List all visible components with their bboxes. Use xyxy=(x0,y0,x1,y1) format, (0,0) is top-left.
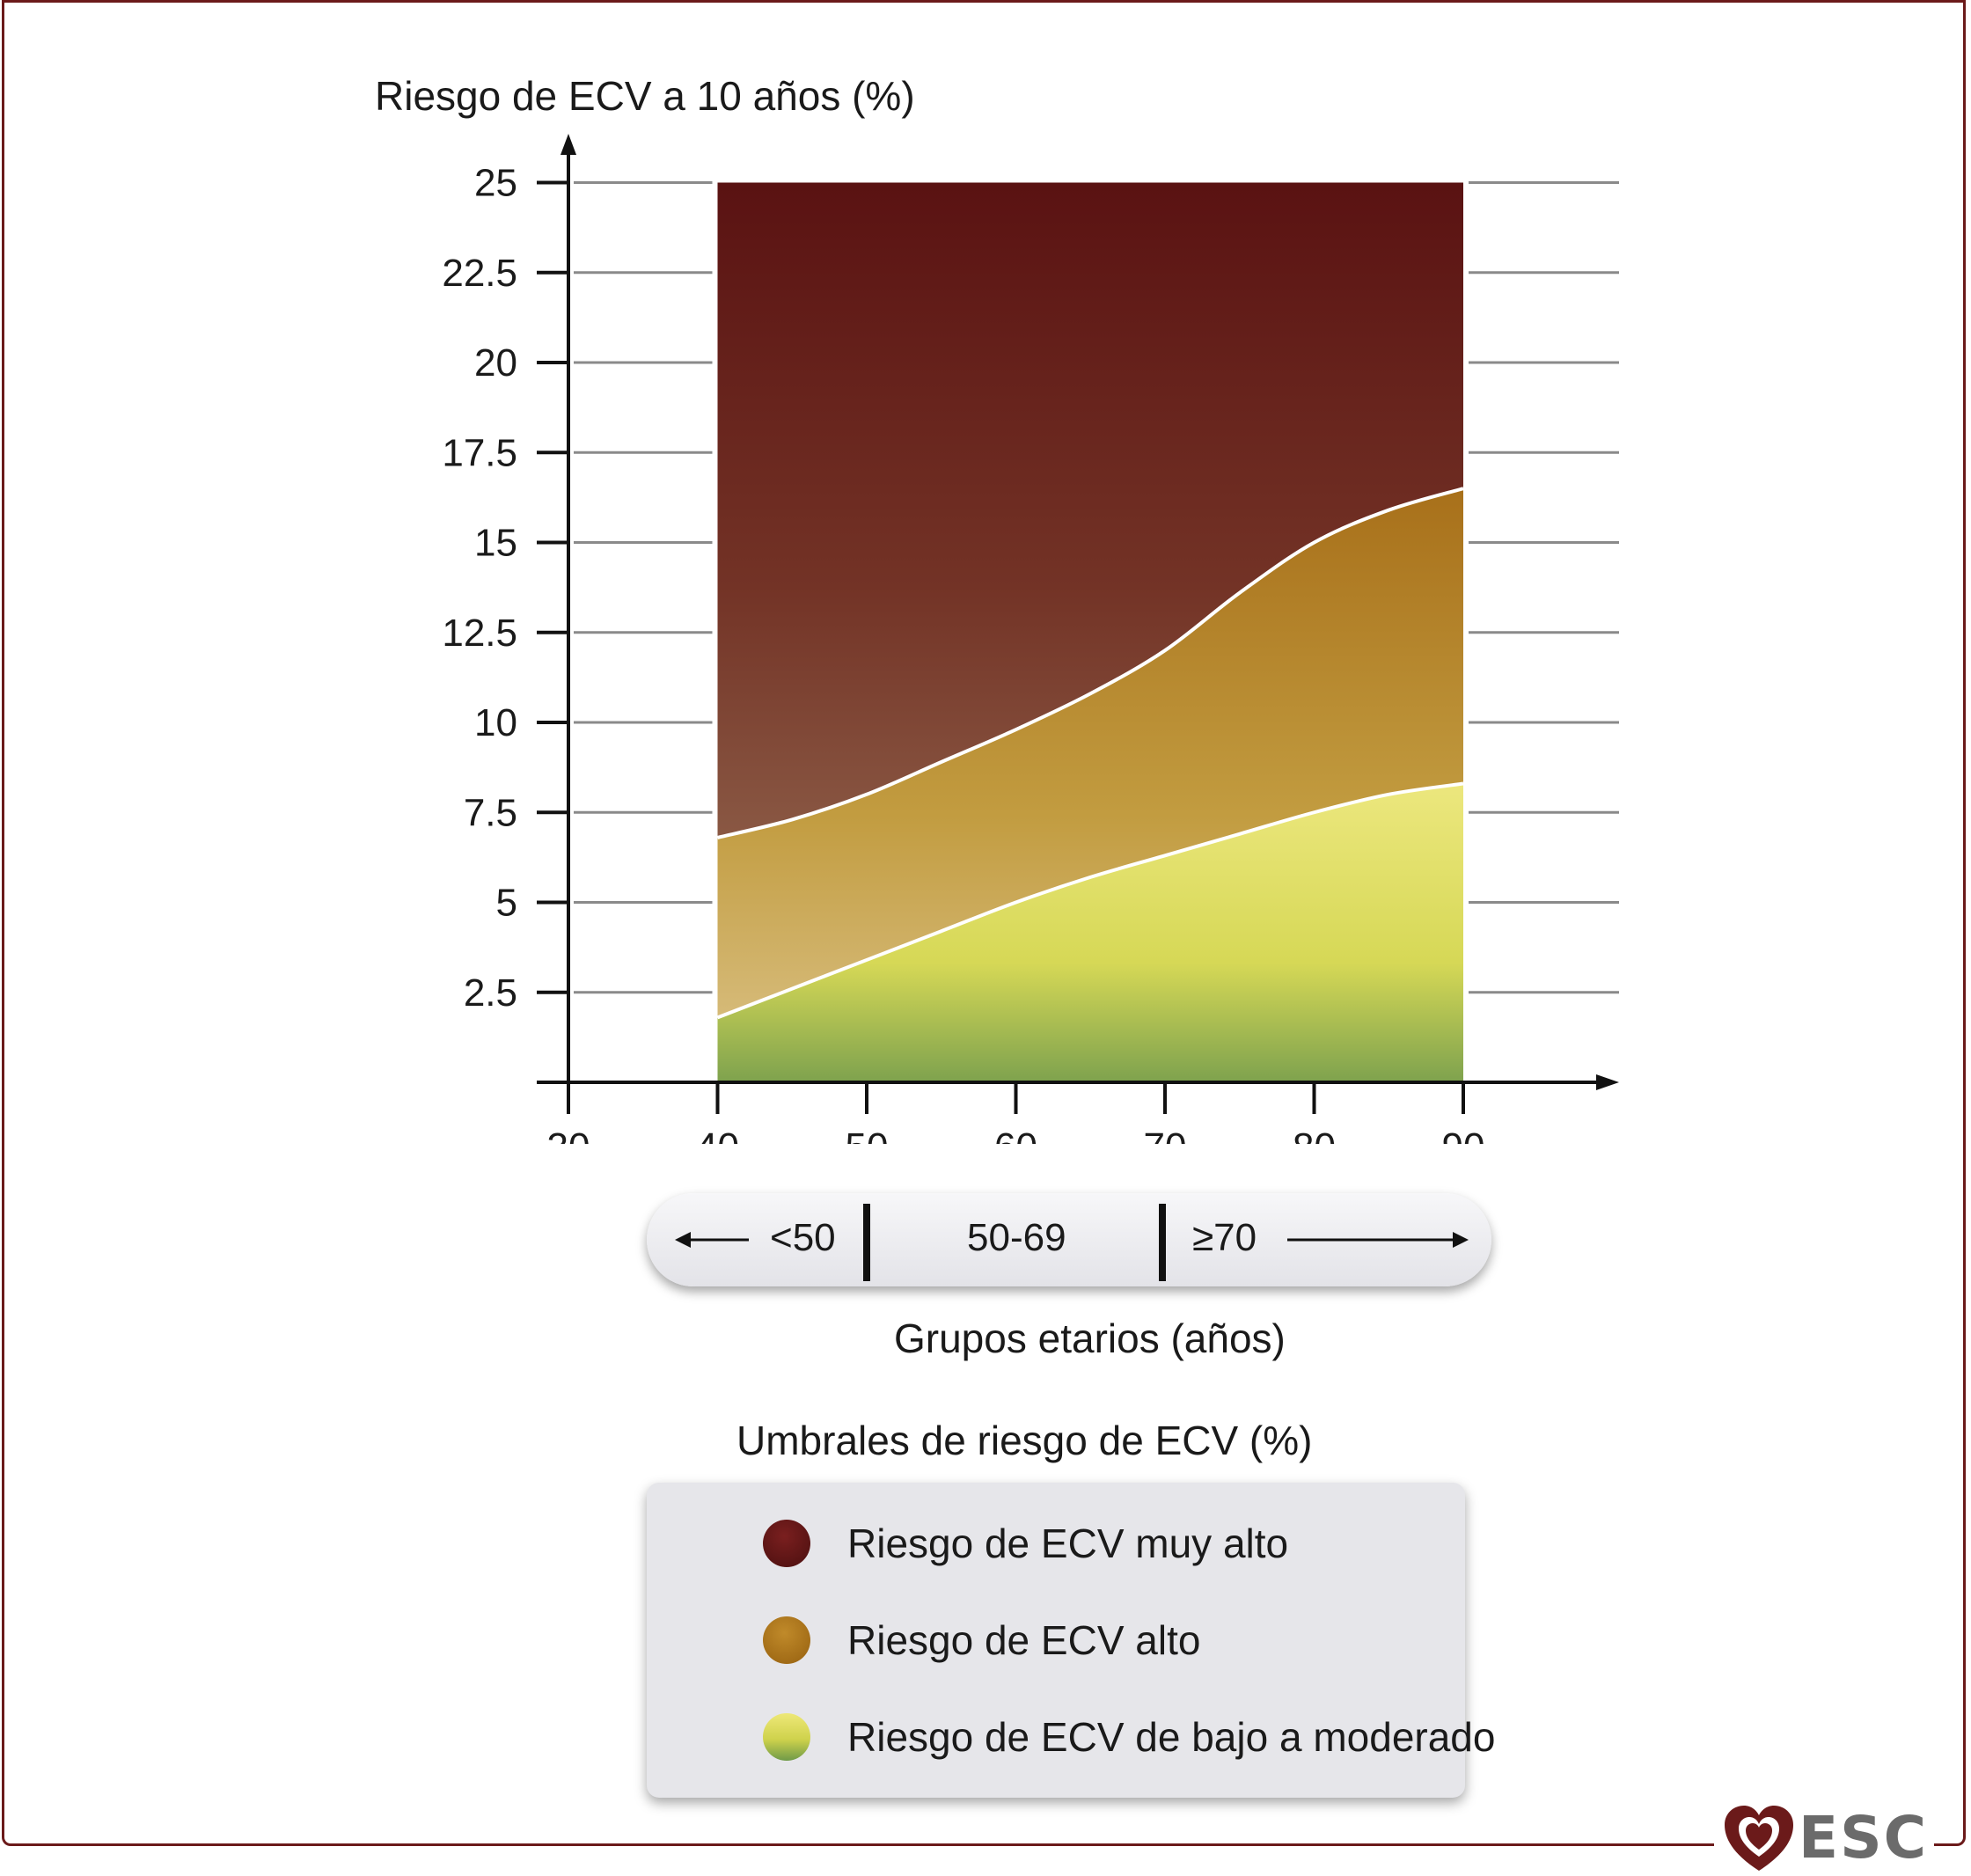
legend-label: Riesgo de ECV muy alto xyxy=(847,1521,1289,1566)
x-tick-label: 30 xyxy=(547,1125,590,1144)
y-axis-arrow-icon xyxy=(561,134,576,155)
legend-item-low-moderate: Riesgo de ECV de bajo a moderado xyxy=(763,1710,1520,1762)
y-tick-label: 7.5 xyxy=(464,791,517,834)
x-tick-label: 40 xyxy=(696,1125,739,1144)
grid-lines xyxy=(574,181,1619,994)
y-tick-label: 5 xyxy=(496,882,517,925)
x-tick-label: 50 xyxy=(846,1125,889,1144)
legend-label: Riesgo de ECV de bajo a moderado xyxy=(847,1714,1496,1760)
legend-title: Umbrales de riesgo de ECV (%) xyxy=(736,1418,1313,1463)
threshold-line-high xyxy=(717,487,1464,839)
age-group-50-69: 50-69 xyxy=(967,1216,1066,1259)
x-tick-label: 80 xyxy=(1293,1125,1336,1144)
legend-item-high: Riesgo de ECV alto xyxy=(763,1613,1520,1666)
age-group-70-plus: ≥70 xyxy=(1192,1216,1257,1259)
y-tick-label: 10 xyxy=(474,701,517,744)
age-group-under-50: <50 xyxy=(770,1216,836,1259)
y-tick-label: 2.5 xyxy=(464,971,517,1015)
age-group-separator xyxy=(863,1204,870,1281)
legend-item-very-high: Riesgo de ECV muy alto xyxy=(763,1516,1520,1569)
arrow-left-icon xyxy=(675,1232,749,1248)
legend-label: Riesgo de ECV alto xyxy=(847,1617,1201,1663)
x-axis-arrow-icon xyxy=(1596,1074,1619,1090)
y-tick-label: 25 xyxy=(474,162,517,205)
axes: 2.5 5 7.5 10 12.5 15 17.5 20 22.5 25 30 40 50 60 70 80 9… xyxy=(442,134,1619,1144)
x-tick-label: 70 xyxy=(1144,1125,1187,1144)
threshold-line-low xyxy=(716,781,1464,1020)
legend: Riesgo de ECV muy alto Riesgo de ECV alt… xyxy=(647,1483,1495,1798)
x-tick-label: 90 xyxy=(1442,1125,1485,1144)
age-groups-bar: <50 50-69 ≥70 xyxy=(647,1193,1491,1286)
arrow-right-icon xyxy=(1287,1232,1469,1248)
x-tick-label: 60 xyxy=(994,1125,1037,1144)
area-low-moderate xyxy=(717,783,1463,1082)
legend-swatch xyxy=(763,1713,810,1761)
age-group-separator xyxy=(1159,1204,1166,1281)
y-axis-title: Riesgo de ECV a 10 años (%) xyxy=(375,73,915,119)
risk-areas xyxy=(716,182,1464,1082)
x-axis-title: Grupos etarios (años) xyxy=(894,1315,1286,1361)
y-tick-label: 22.5 xyxy=(442,252,517,295)
y-tick-label: 20 xyxy=(474,341,517,385)
y-tick-label: 17.5 xyxy=(442,431,517,474)
logo-text: ESC xyxy=(1799,1804,1929,1872)
esc-logo: ESC xyxy=(1714,1800,1934,1876)
legend-swatch xyxy=(763,1616,810,1664)
heart-icon xyxy=(1725,1806,1793,1871)
frame-top-border xyxy=(2,0,1966,3)
risk-area-chart: 2.5 5 7.5 10 12.5 15 17.5 20 22.5 25 30 40 50 60 70 80 9… xyxy=(442,134,1619,1144)
y-tick-label: 12.5 xyxy=(442,612,517,655)
y-tick-label: 15 xyxy=(474,522,517,565)
legend-swatch xyxy=(763,1520,810,1567)
